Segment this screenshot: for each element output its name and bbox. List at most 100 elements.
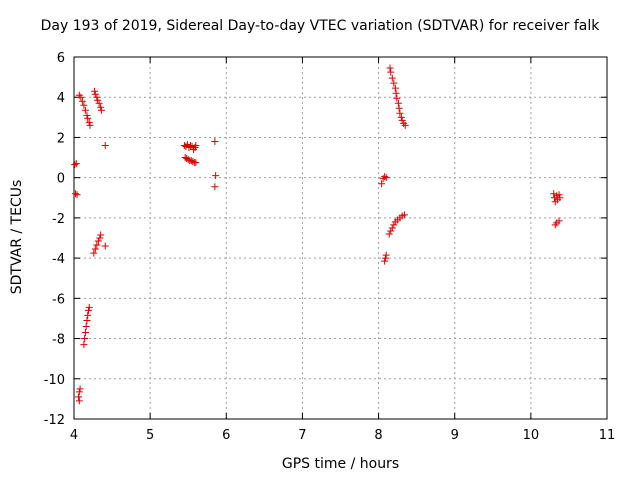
data-point: [97, 231, 105, 239]
data-point: [101, 242, 109, 250]
x-tick-label: 9: [451, 428, 459, 443]
data-point: [71, 161, 79, 169]
data-point: [378, 180, 386, 188]
y-tick-label: 0: [57, 172, 65, 187]
data-point: [94, 96, 102, 104]
data-point: [95, 99, 103, 107]
data-point: [84, 114, 92, 122]
data-point: [385, 230, 393, 238]
data-point: [82, 322, 90, 330]
data-point: [382, 174, 390, 182]
data-point: [75, 397, 83, 405]
data-point: [391, 84, 399, 92]
y-tick-label: -12: [44, 413, 65, 428]
data-point: [180, 141, 188, 149]
x-tick-label: 7: [298, 428, 306, 443]
x-tick-label: 5: [146, 428, 154, 443]
data-point: [192, 159, 200, 167]
data-point: [94, 237, 102, 245]
data-point: [84, 306, 92, 314]
y-tick-label: -4: [52, 252, 65, 267]
data-point: [86, 121, 94, 129]
data-point: [83, 316, 91, 324]
data-point: [400, 211, 408, 219]
data-point: [76, 385, 84, 393]
data-point: [84, 311, 92, 319]
x-axis-label: GPS time / hours: [281, 456, 400, 472]
data-point: [72, 160, 80, 168]
data-point: [183, 140, 191, 148]
y-tick-label: 2: [57, 131, 65, 146]
data-point: [211, 137, 219, 145]
y-tick-label: -8: [52, 333, 65, 348]
data-point: [401, 121, 409, 129]
data-point: [85, 303, 93, 311]
data-point: [101, 141, 109, 149]
data-point: [555, 217, 563, 225]
data-point: [81, 335, 89, 343]
x-tick-label: 10: [523, 428, 540, 443]
data-point: [80, 341, 88, 349]
data-point: [81, 106, 89, 114]
data-point: [392, 89, 400, 97]
data-point: [382, 251, 390, 259]
data-point: [91, 90, 99, 98]
data-point: [184, 156, 192, 164]
data-point: [192, 141, 200, 149]
y-tick-label: -10: [44, 373, 65, 388]
chart-title: Day 193 of 2019, Sidereal Day-to-day VTE…: [40, 18, 600, 34]
axis-ticks: 4 5 6 7 8 9 10 11 -12 -10 -8 -6 -4 -2 0 2 4 6: [44, 51, 616, 443]
data-point: [85, 118, 93, 126]
data-point: [555, 191, 563, 199]
data-point: [189, 158, 197, 166]
data-point: [75, 393, 83, 401]
plot-frame: [73, 56, 608, 420]
data-point: [73, 191, 81, 199]
y-axis-label: SDTVAR / TECUs: [9, 179, 25, 295]
data-point: [91, 87, 99, 95]
data-point: [97, 103, 105, 111]
data-point: [77, 93, 85, 101]
data-points: [71, 64, 564, 405]
x-tick-label: 8: [374, 428, 382, 443]
data-point: [81, 329, 89, 337]
data-point: [75, 388, 83, 396]
grid: [74, 57, 607, 419]
data-point: [93, 241, 101, 249]
data-point: [72, 190, 80, 198]
x-tick-label: 4: [70, 428, 78, 443]
data-point: [394, 99, 402, 107]
data-point: [396, 109, 404, 117]
data-point: [212, 172, 220, 180]
data-point: [93, 93, 101, 101]
x-tick-label: 11: [599, 428, 616, 443]
data-point: [381, 173, 389, 181]
data-point: [398, 116, 406, 124]
data-point: [388, 224, 396, 232]
data-point: [381, 257, 389, 265]
data-point: [78, 97, 86, 105]
data-point: [80, 101, 88, 109]
y-tick-label: -6: [52, 292, 65, 307]
data-point: [90, 249, 98, 257]
data-point: [387, 68, 395, 76]
data-point: [211, 183, 219, 191]
data-point: [188, 142, 196, 150]
data-point: [393, 94, 401, 102]
y-tick-label: 4: [57, 91, 65, 106]
data-point: [556, 194, 564, 202]
data-point: [387, 227, 395, 235]
data-point: [388, 74, 396, 82]
y-tick-label: -2: [52, 212, 65, 227]
data-point: [390, 221, 398, 229]
data-point: [91, 245, 99, 253]
data-point: [381, 254, 389, 262]
data-point: [83, 111, 91, 119]
data-point: [390, 79, 398, 87]
data-point: [97, 106, 105, 114]
data-point: [395, 104, 403, 112]
y-tick-label: 6: [57, 51, 65, 66]
data-point: [397, 113, 405, 121]
data-point: [96, 234, 104, 242]
